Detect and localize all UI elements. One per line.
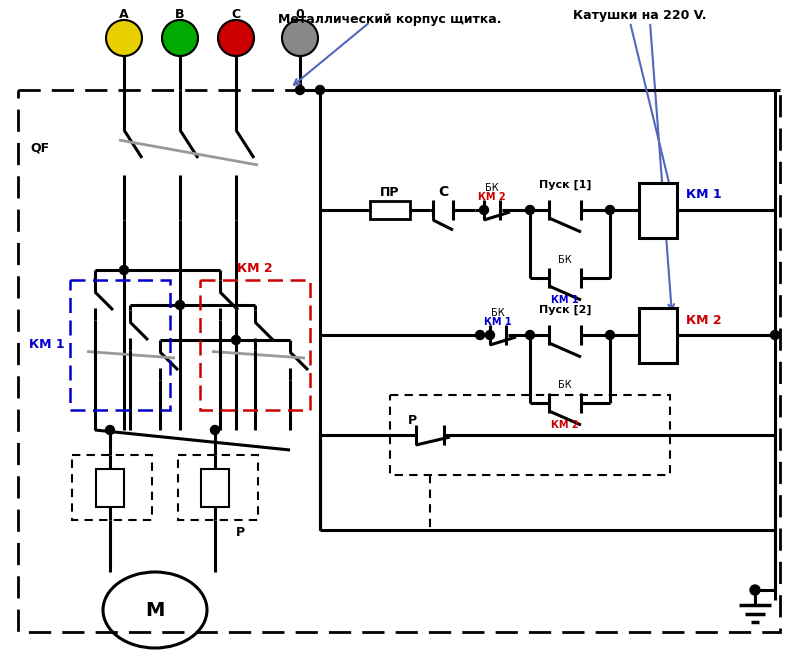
Text: Пуск [1]: Пуск [1] <box>538 180 591 190</box>
Text: Р: Р <box>407 413 417 427</box>
Bar <box>639 308 677 362</box>
Bar <box>72 455 152 520</box>
Text: Металлический корпус щитка.: Металлический корпус щитка. <box>278 13 502 27</box>
Circle shape <box>486 330 494 340</box>
Text: БК: БК <box>491 308 505 318</box>
Circle shape <box>106 20 142 56</box>
Circle shape <box>231 336 241 344</box>
Circle shape <box>606 206 614 214</box>
Bar <box>390 395 670 475</box>
Circle shape <box>479 206 489 214</box>
Bar <box>70 280 170 410</box>
Bar <box>96 468 124 507</box>
Text: С: С <box>438 185 448 199</box>
Circle shape <box>210 425 219 435</box>
Circle shape <box>606 330 614 340</box>
Circle shape <box>475 330 485 340</box>
Text: КМ 1: КМ 1 <box>551 295 579 305</box>
Text: B: B <box>175 9 185 21</box>
Text: КМ 2: КМ 2 <box>237 261 273 275</box>
Circle shape <box>162 20 198 56</box>
Text: БК: БК <box>558 380 572 390</box>
Text: КМ 1: КМ 1 <box>484 317 512 327</box>
Circle shape <box>315 86 325 94</box>
Text: Катушки на 220 V.: Катушки на 220 V. <box>574 9 706 21</box>
Circle shape <box>526 206 534 214</box>
Circle shape <box>106 425 114 435</box>
Text: Р: Р <box>235 525 245 539</box>
Circle shape <box>282 20 318 56</box>
Text: КМ 2: КМ 2 <box>551 420 579 430</box>
Bar <box>201 468 229 507</box>
Text: БК: БК <box>485 183 499 193</box>
Circle shape <box>526 330 534 340</box>
Ellipse shape <box>103 572 207 648</box>
Text: Пуск [2]: Пуск [2] <box>538 305 591 315</box>
Text: БК: БК <box>558 255 572 265</box>
Text: QF: QF <box>30 141 49 155</box>
Text: КМ 2: КМ 2 <box>478 192 506 202</box>
Circle shape <box>295 86 305 94</box>
Text: КМ 1: КМ 1 <box>30 338 65 352</box>
Bar <box>639 182 677 237</box>
Text: M: M <box>146 600 165 620</box>
Bar <box>200 280 310 410</box>
Circle shape <box>218 20 254 56</box>
Circle shape <box>119 265 129 275</box>
Text: КМ 2: КМ 2 <box>686 314 722 326</box>
Bar <box>18 90 780 632</box>
Circle shape <box>175 301 185 310</box>
Text: 0: 0 <box>296 9 304 21</box>
Text: КМ 1: КМ 1 <box>686 188 722 202</box>
Text: ПР: ПР <box>380 186 400 198</box>
Circle shape <box>750 585 760 595</box>
Text: C: C <box>231 9 241 21</box>
Bar <box>370 201 410 219</box>
Text: A: A <box>119 9 129 21</box>
Circle shape <box>770 330 779 340</box>
Bar <box>178 455 258 520</box>
